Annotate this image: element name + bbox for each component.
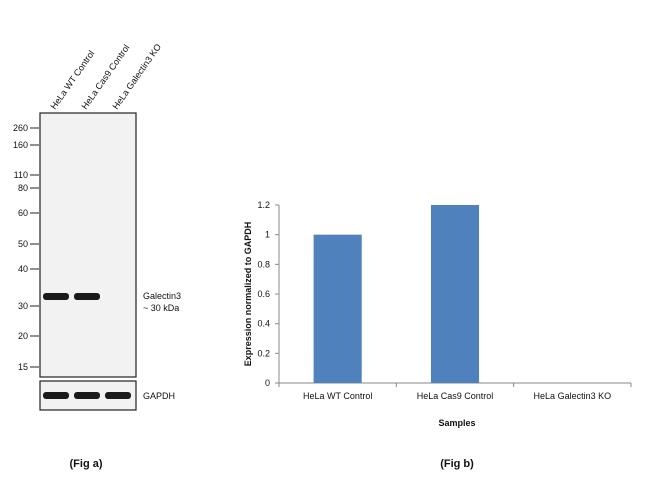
marker-label: 110 — [14, 170, 28, 180]
marker-label: 40 — [18, 264, 28, 274]
marker-label: 260 — [13, 123, 28, 133]
y-tick-label: 0.2 — [257, 348, 270, 358]
caption-fig-b: (Fig b) — [440, 458, 474, 470]
marker-label: 50 — [18, 239, 28, 249]
band-label: Galectin3 — [143, 291, 181, 301]
x-tick-label: HeLa Cas9 Control — [417, 391, 494, 401]
western-blot-panel: HeLa WT Control HeLa Cas9 Control HeLa G… — [13, 42, 181, 470]
marker-label: 30 — [18, 301, 28, 311]
y-tick-label: 0 — [265, 378, 270, 388]
blot-bands — [43, 293, 131, 399]
caption-fig-a: (Fig a) — [70, 458, 103, 470]
y-tick-label: 0.4 — [257, 319, 270, 329]
marker-label: 60 — [18, 208, 28, 218]
y-tick-label: 0.8 — [257, 259, 270, 269]
band-size-label: ~ 30 kDa — [143, 303, 179, 313]
y-axis-title: Expression normalized to GAPDH — [243, 222, 253, 367]
y-tick-label: 0.6 — [257, 289, 270, 299]
gapdh-band — [105, 392, 131, 399]
bar — [313, 234, 362, 383]
loading-control-label: GAPDH — [143, 391, 175, 401]
galectin3-band — [74, 293, 100, 300]
bar-chart-panel: 0 0.2 0.4 0.6 0.8 1 1.2 HeLa WT Control HeLa Ca… — [243, 200, 632, 470]
x-tick-label: HeLa Galectin3 KO — [534, 391, 612, 401]
x-tick-label: HeLa WT Control — [303, 391, 372, 401]
marker-ticks — [30, 127, 39, 368]
y-tick-label: 1 — [265, 230, 270, 240]
x-ticks: HeLa WT Control HeLa Cas9 Control HeLa Gal… — [278, 383, 632, 401]
bar — [430, 205, 480, 383]
y-tick-label: 1.2 — [257, 200, 270, 210]
marker-label: 15 — [18, 362, 28, 372]
marker-label: 80 — [18, 183, 28, 193]
marker-label: 160 — [13, 140, 28, 150]
marker-labels: 260 160 110 80 60 50 40 30 20 15 — [13, 123, 28, 372]
gapdh-band — [43, 392, 69, 399]
y-ticks: 0 0.2 0.4 0.6 0.8 1 1.2 — [257, 200, 279, 388]
galectin3-band — [43, 293, 69, 300]
bars — [313, 205, 480, 383]
blot-membrane — [39, 112, 137, 378]
gapdh-band — [74, 392, 100, 399]
x-axis-title: Samples — [438, 418, 475, 428]
marker-label: 20 — [18, 331, 28, 341]
